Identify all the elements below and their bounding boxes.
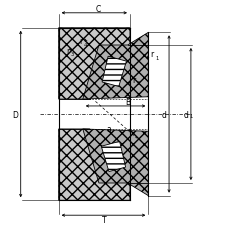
Polygon shape: [58, 29, 129, 100]
Text: 1: 1: [189, 113, 192, 118]
Text: r: r: [132, 75, 135, 84]
Text: d: d: [161, 110, 166, 119]
Text: d: d: [183, 110, 188, 119]
Text: 1: 1: [154, 56, 158, 61]
Text: D: D: [12, 110, 18, 119]
Polygon shape: [101, 142, 125, 172]
Text: 2: 2: [136, 81, 139, 86]
Text: a: a: [106, 125, 111, 134]
Text: 4: 4: [83, 43, 87, 48]
Text: r: r: [79, 37, 82, 46]
Text: T: T: [102, 215, 106, 224]
Polygon shape: [102, 57, 126, 87]
Polygon shape: [82, 33, 148, 100]
Text: r: r: [150, 50, 153, 59]
Polygon shape: [82, 129, 148, 196]
Polygon shape: [58, 129, 129, 200]
Text: B: B: [125, 97, 130, 106]
Text: 3: 3: [70, 52, 74, 57]
Text: r: r: [66, 46, 69, 55]
Text: C: C: [95, 5, 100, 14]
